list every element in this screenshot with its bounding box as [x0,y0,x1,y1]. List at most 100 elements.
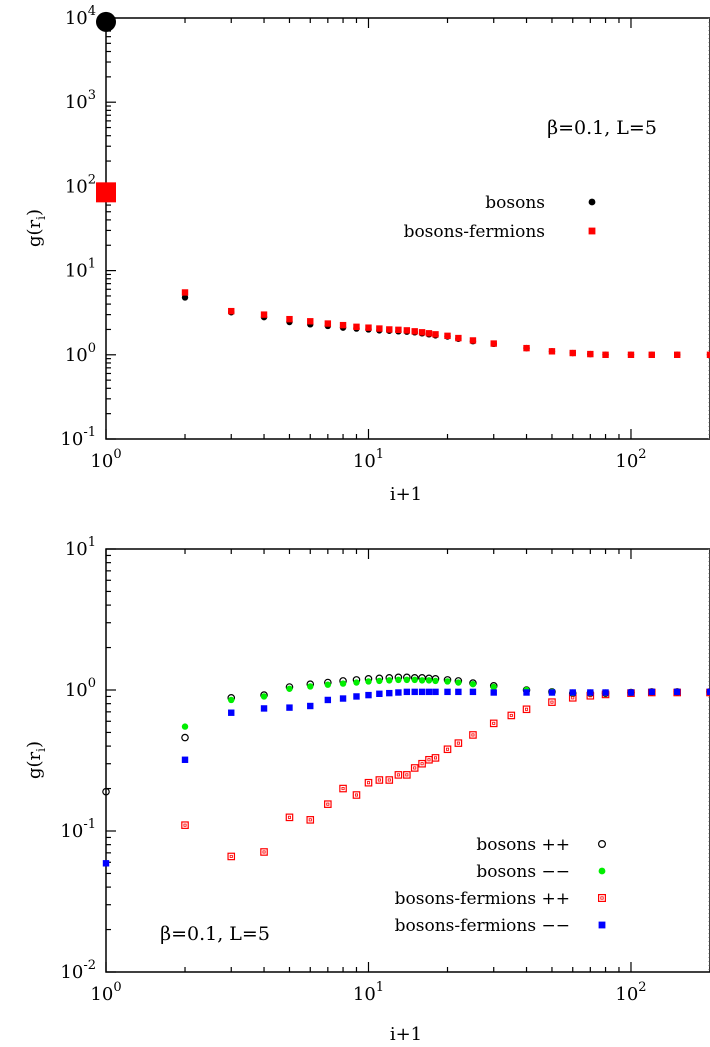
bottom-ticks [105,548,710,973]
bosons-fermions-plus-plus-point [443,745,452,754]
bosons-fermions-minus-minus-point [102,860,110,867]
bosons-fermions-point [324,320,332,327]
bosons-minus-minus-point [365,678,372,685]
top-y-tick-label: 100 [65,341,96,366]
bosons-fermions-minus-minus-point [548,689,556,696]
legend-marker-bosons-fermions-minus-minus [598,921,606,929]
bottom-plot-frame [105,548,710,973]
bosons-minus-minus-point [228,696,235,704]
bosons-point [96,11,116,32]
legend-label-bosons-minus-minus: bosons −− [476,862,570,882]
bosons-fermions-minus-minus-point [587,689,594,696]
top-y-tick-label: 104 [65,4,96,29]
bosons-fermions-minus-minus-point [307,702,314,710]
bosons-fermions-plus-plus-series [181,688,710,861]
bosons-fermions-point [339,321,347,329]
bosons-fermions-plus-plus-point [285,813,294,822]
bosons-fermions-minus-minus-point [286,704,293,711]
bosons-fermions-point [181,289,189,296]
bosons-fermions-point [490,340,497,347]
bosons-fermions-minus-minus-point [455,688,462,696]
legend-marker-bosons [588,198,596,206]
bosons-fermions-point [469,337,477,344]
top-y-tick-label: 102 [65,172,96,197]
bosons-fermions-minus-minus-point [706,688,710,696]
bosons-fermions-point [386,326,393,333]
bottom-x-tick-label: 100 [90,980,121,1005]
bosons-fermions-point [365,324,372,331]
bosons-fermions-point [395,326,402,334]
bosons-fermions-point [403,327,411,334]
bottom-data-points [102,673,710,867]
bottom-legend: bosons ++ bosons −− bosons-fermions ++ boso… [395,835,606,936]
bosons-fermions-point [706,351,710,358]
bosons-fermions-plus-plus-point [403,771,411,779]
bosons-minus-minus-point [307,683,314,690]
bosons-fermions-point [228,307,235,315]
bosons-fermions-plus-plus-point [548,698,556,706]
bosons-fermions-minus-minus-point [432,688,439,696]
bosons-minus-minus-point [395,676,402,684]
bosons-minus-minus-point [418,677,426,684]
bosons-fermions-plus-plus-point [469,731,477,739]
bosons-series [96,11,710,358]
top-plot-frame [105,17,710,440]
bosons-fermions-point [444,332,451,340]
bosons-fermions-minus-minus-point [674,688,681,696]
bosons-fermions-minus-minus-point [324,696,332,704]
bottom-y-tick-label: 100 [65,676,96,701]
bosons-fermions-plus-plus-point [352,791,361,799]
top-legend: bosons bosons-fermions [404,193,596,242]
bosons-fermions-minus-minus-point [386,689,393,697]
bosons-fermions-plus-plus-point [489,719,498,728]
bosons-fermions-point [425,330,433,337]
bosons-fermions-minus-minus-point [627,689,635,696]
bosons-fermions-minus-minus-series [102,688,710,867]
bosons-plus-plus-point [102,787,110,796]
bosons-fermions-minus-minus-point [228,709,235,716]
bosons-fermions-plus-plus-point [339,784,347,793]
bosons-fermions-minus-minus-point [353,693,360,700]
bosons-fermions-point [587,350,594,358]
bosons-fermions-point [376,325,383,332]
bosons-minus-minus-point [411,676,418,684]
bosons-fermions-minus-minus-point [403,688,411,696]
bosons-minus-minus-point [444,678,451,685]
bosons-fermions-minus-minus-point [425,688,433,696]
bosons-fermions-point [569,349,576,357]
top-x-tick-labels: 100 101 102 [90,447,646,472]
bosons-fermions-point [602,351,609,358]
bosons-fermions-minus-minus-point [602,689,609,696]
legend-label-bosons-plus-plus: bosons ++ [476,835,570,855]
bosons-fermions-point [260,311,268,318]
bosons-minus-minus-point [490,683,497,691]
bottom-y-tick-label: 101 [65,535,96,560]
bosons-fermions-plus-plus-point [431,754,440,762]
svg-text:g(ri): g(ri) [24,209,48,247]
bosons-fermions-plus-plus-point [425,755,433,764]
bosons-fermions-plus-plus-point [324,800,332,808]
bosons-minus-minus-point [260,693,268,700]
bottom-y-tick-label: 10-2 [60,958,96,983]
bosons-fermions-point [96,182,116,203]
bosons-fermions-point [286,315,293,323]
bosons-minus-minus-point [455,679,462,686]
bosons-fermions-point [648,351,655,358]
bosons-fermions-point [418,329,426,336]
legend-marker-bosons-fermions-plus-plus [597,893,606,902]
bosons-fermions-minus-minus-point [395,689,402,696]
top-x-tick-label: 100 [90,447,121,472]
bosons-minus-minus-point [324,681,332,688]
top-x-axis-label: i+1 [390,484,422,505]
bosons-fermions-minus-minus-point [181,756,189,763]
bosons-fermions-minus-minus-point [376,690,383,697]
bottom-y-axis-label: g(ri) [24,741,48,779]
top-annotation: β=0.1, L=5 [547,117,657,139]
bosons-minus-minus-point [286,685,293,692]
svg-text:g(ri): g(ri) [24,741,48,779]
bosons-fermions-minus-minus-point [260,705,268,712]
legend-marker-bosons-minus-minus [598,867,606,875]
legend-marker-bosons-fermions [588,227,596,235]
bosons-fermions-minus-minus-point [490,689,497,696]
